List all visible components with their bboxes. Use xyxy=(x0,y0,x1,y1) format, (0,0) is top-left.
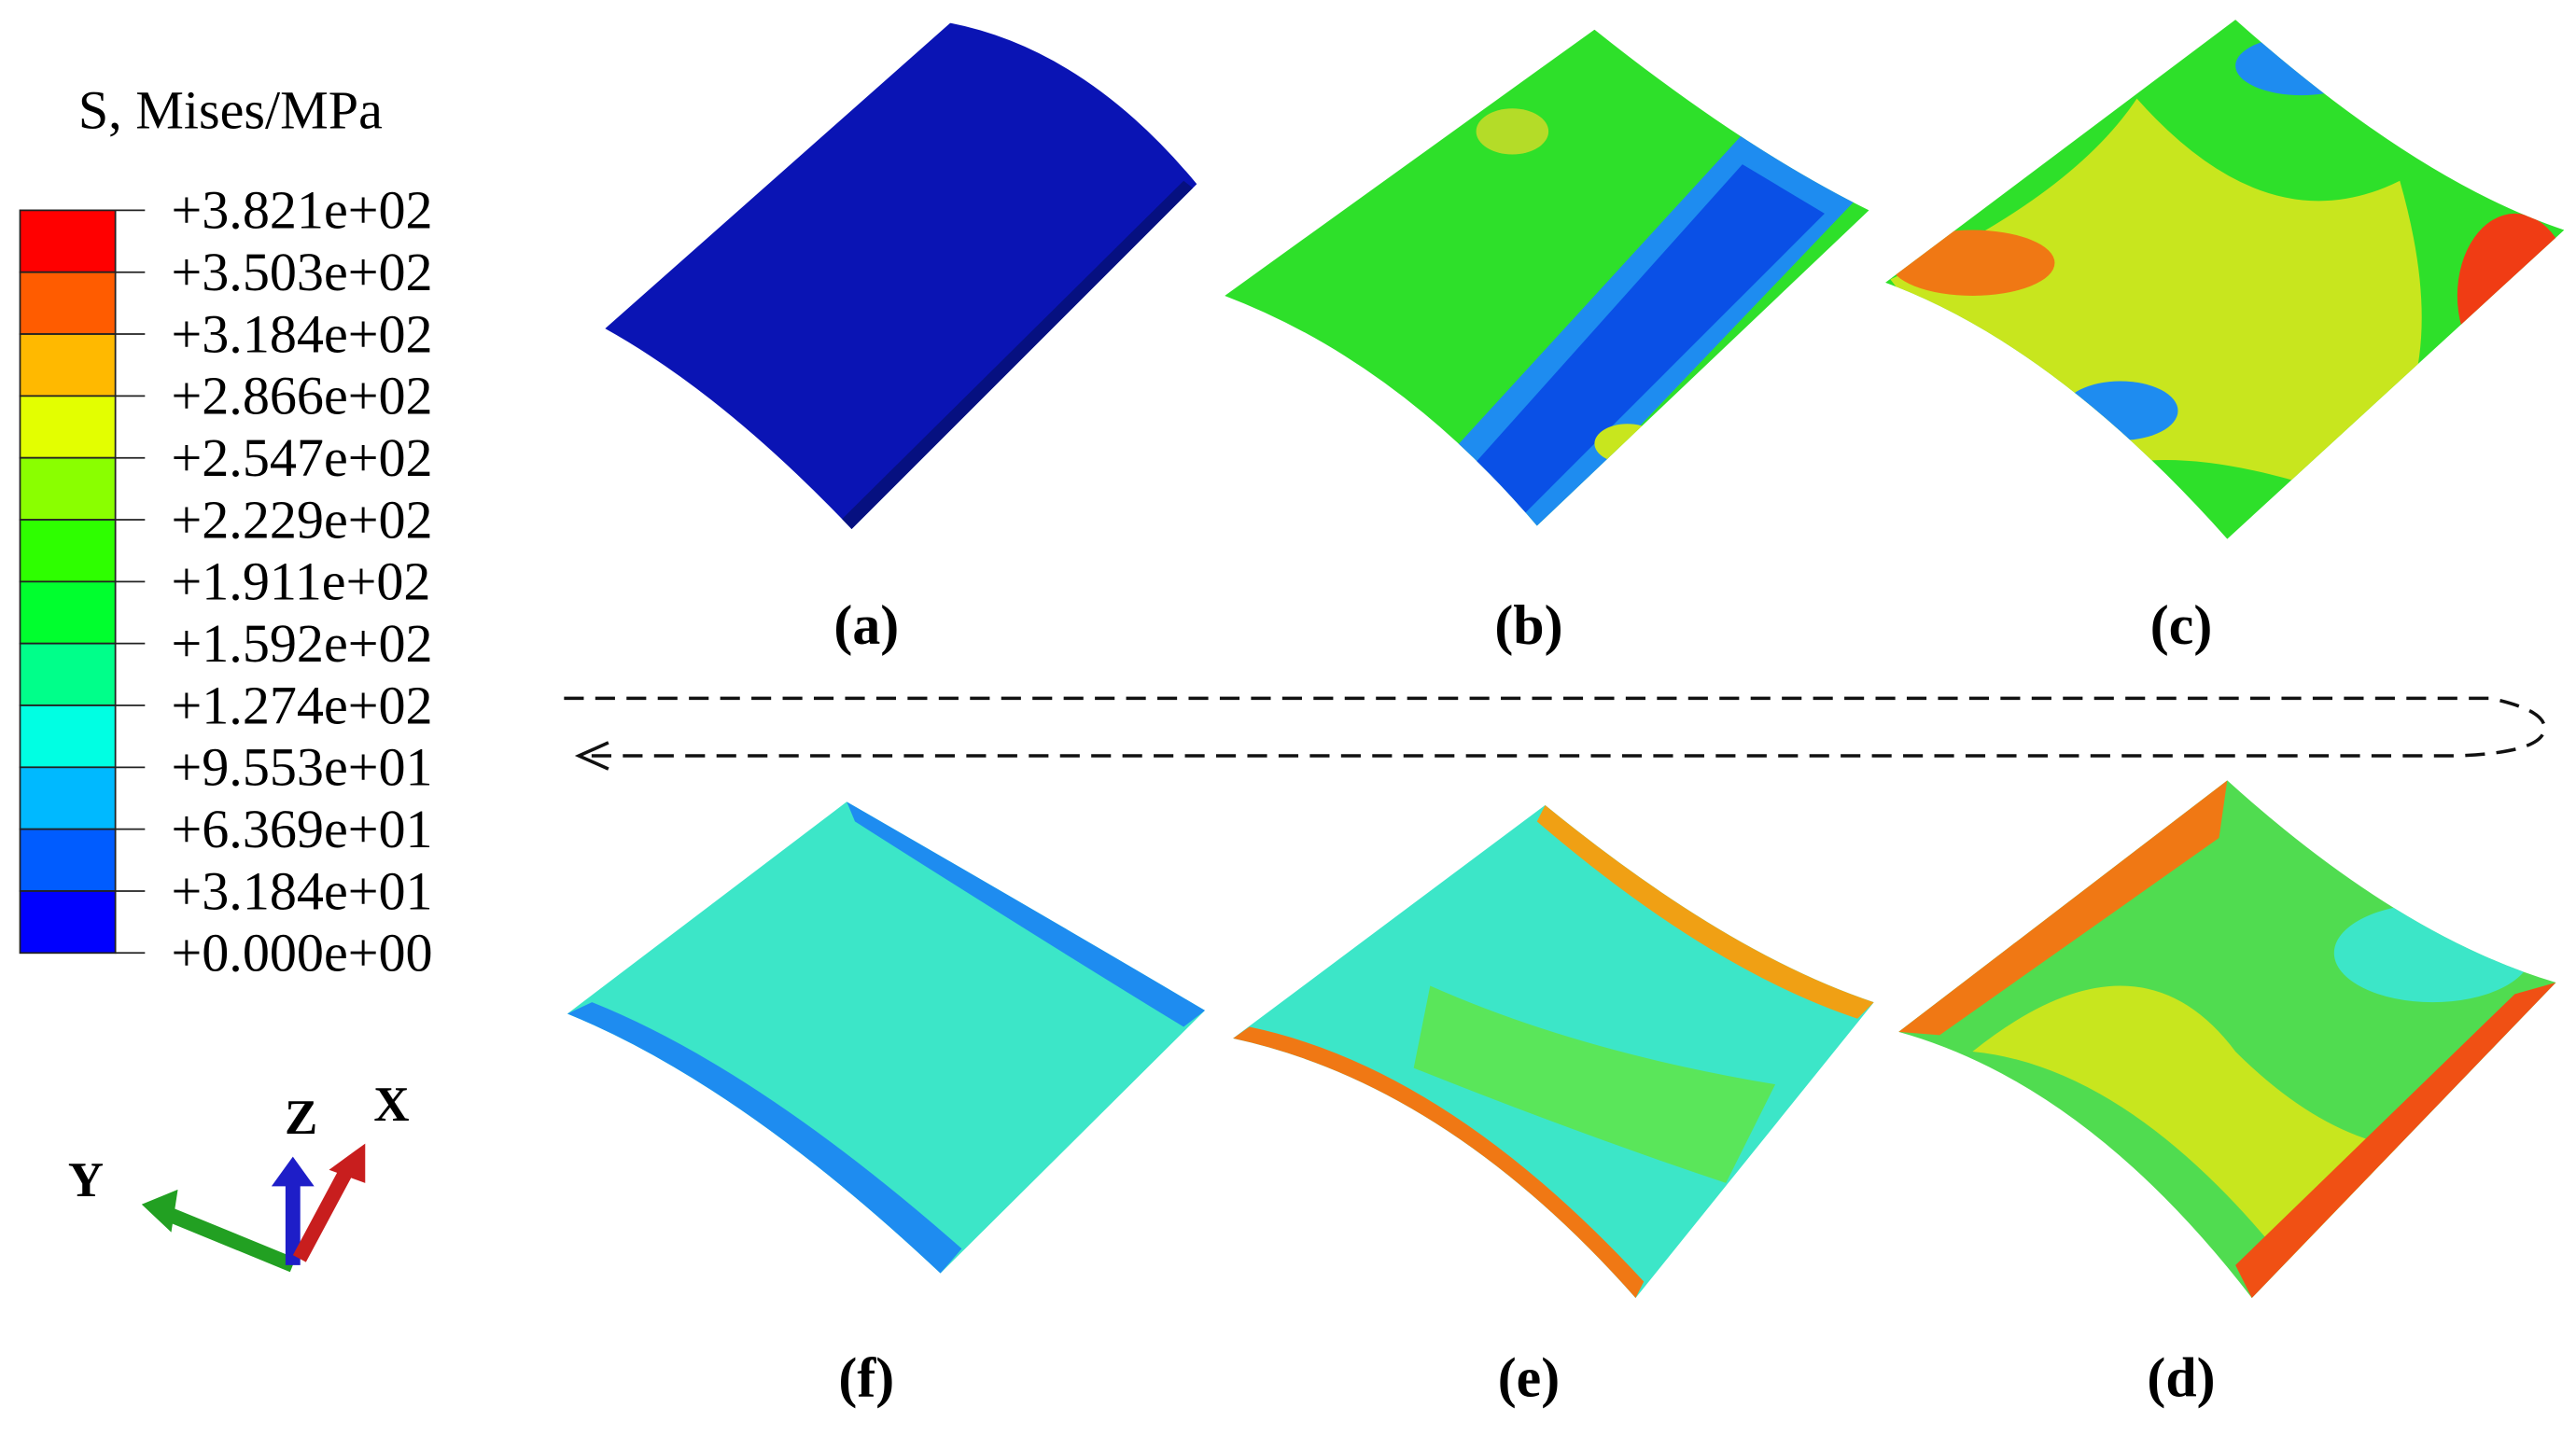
legend-band xyxy=(19,766,117,830)
contour xyxy=(2235,35,2368,96)
z-axis-label: Z xyxy=(285,1091,317,1145)
legend-label: +3.184e+02 xyxy=(171,303,432,364)
y-axis-arrow xyxy=(161,1206,296,1273)
legend-band xyxy=(19,519,117,583)
legend-band xyxy=(19,333,117,397)
y-axis-label: Y xyxy=(68,1153,104,1207)
y-axis-head xyxy=(141,1189,178,1233)
x-axis-arrow xyxy=(292,1163,356,1262)
contour xyxy=(1890,230,2055,296)
contour xyxy=(2235,983,2556,1299)
legend-title: S, Mises/MPa xyxy=(78,79,383,140)
contour xyxy=(567,1002,962,1274)
x-axis-label: X xyxy=(373,1078,409,1132)
legend-label: +2.866e+02 xyxy=(171,366,432,426)
legend-band xyxy=(19,580,117,645)
panel-label: (f) xyxy=(838,1347,894,1409)
panel-e xyxy=(1233,804,1874,1299)
z-axis-head xyxy=(271,1156,315,1187)
contour xyxy=(2063,381,2178,440)
panel-labels: (a) (b) (c) (d) (e) (f) xyxy=(833,594,2215,1408)
contour xyxy=(1476,108,1549,155)
legend-label: +1.592e+02 xyxy=(171,613,432,674)
panel-a xyxy=(605,22,1197,529)
legend-label: +3.503e+02 xyxy=(171,242,432,302)
legend-label: +0.000e+00 xyxy=(171,923,432,983)
legend-band xyxy=(19,456,117,521)
x-axis-head xyxy=(329,1143,366,1183)
legend-label: +1.274e+02 xyxy=(171,675,432,735)
panel-label: (d) xyxy=(2147,1347,2215,1409)
legend-band xyxy=(19,704,117,769)
legend-band xyxy=(19,828,117,892)
flow-arrow xyxy=(564,696,2546,758)
legend: +3.821e+02+3.503e+02+3.184e+02+2.866e+02… xyxy=(19,180,433,983)
panel-label: (e) xyxy=(1498,1347,1560,1409)
contour xyxy=(2333,903,2532,1003)
panel-f xyxy=(567,802,1206,1274)
contour xyxy=(1413,985,1776,1183)
legend-band xyxy=(19,890,117,955)
contour xyxy=(1898,780,2228,1036)
legend-band xyxy=(19,395,117,459)
legend-label: +1.911e+02 xyxy=(171,551,430,612)
contour xyxy=(1536,804,1874,1019)
contour xyxy=(847,802,1206,1027)
legend-label: +6.369e+01 xyxy=(171,799,432,859)
panel-b xyxy=(1225,29,1869,526)
panel-label: (c) xyxy=(2150,594,2212,656)
legend-label: +2.229e+02 xyxy=(171,489,432,550)
legend-band xyxy=(19,271,117,335)
legend-label: +2.547e+02 xyxy=(171,427,432,488)
legend-band xyxy=(19,209,117,273)
legend-label: +3.821e+02 xyxy=(171,180,432,241)
arrow-head xyxy=(574,741,609,771)
axis-triad: Y Z X xyxy=(68,1078,410,1273)
legend-label: +3.184e+01 xyxy=(171,860,432,921)
panel-d xyxy=(1898,780,2556,1299)
panel-label: (b) xyxy=(1494,594,1562,656)
legend-label: +9.553e+01 xyxy=(171,737,432,798)
contour xyxy=(1594,424,1660,464)
panel-label: (a) xyxy=(833,594,899,656)
contour xyxy=(2457,213,2565,378)
panel-c xyxy=(1885,20,2565,539)
legend-band xyxy=(19,642,117,706)
contour xyxy=(838,180,1197,529)
contour xyxy=(1463,164,1825,526)
